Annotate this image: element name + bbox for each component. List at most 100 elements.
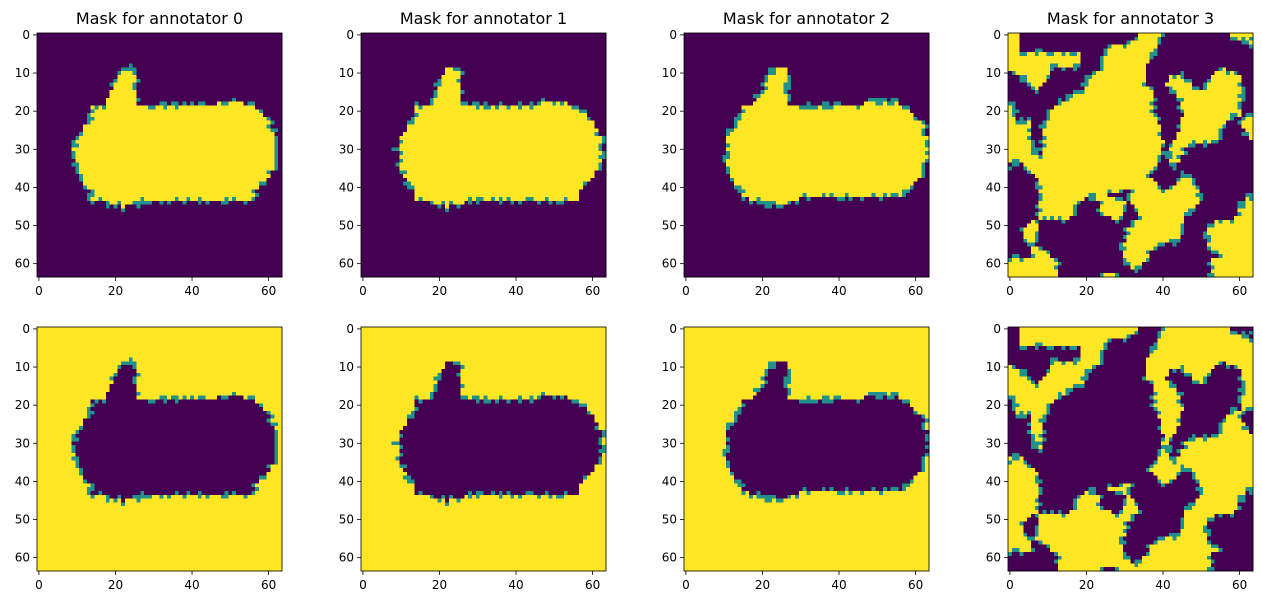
x-tick-label: 20 (755, 284, 770, 298)
y-tick-label: 50 (15, 219, 30, 233)
y-tick-label: 20 (339, 104, 354, 118)
y-tick-label: 20 (662, 398, 677, 412)
y-tick-label: 0 (993, 322, 1001, 336)
y-tick-label: 30 (339, 436, 354, 450)
y-tick-label: 30 (15, 436, 30, 450)
heatmap-panel-1: Mask for annotator 1 0 20 40 60 0 10 20 30 40 50 60 (339, 9, 607, 298)
y-tick-label: 50 (662, 219, 677, 233)
y-tick-label: 0 (993, 28, 1001, 42)
x-tick-label: 40 (508, 578, 523, 592)
y-tick-label: 40 (986, 180, 1001, 194)
x-tick-label: 40 (831, 578, 846, 592)
x-tick-label: 0 (359, 284, 367, 298)
y-tick-label: 0 (22, 28, 30, 42)
y-tick-label: 50 (662, 513, 677, 527)
y-tick-label: 50 (339, 219, 354, 233)
x-tick-label: 20 (432, 284, 447, 298)
x-tick-label: 0 (1006, 578, 1014, 592)
panel-title: Mask for annotator 1 (400, 9, 567, 28)
x-tick-label: 40 (184, 578, 199, 592)
x-tick-label: 40 (1155, 578, 1170, 592)
x-tick-label: 20 (108, 578, 123, 592)
y-tick-label: 0 (669, 322, 677, 336)
y-tick-label: 60 (986, 551, 1001, 565)
y-tick-label: 60 (662, 551, 677, 565)
y-tick-label: 50 (986, 513, 1001, 527)
y-tick-label: 10 (15, 66, 30, 80)
y-tick-label: 40 (339, 180, 354, 194)
heatmap-cells (361, 33, 606, 277)
y-tick-label: 0 (346, 28, 354, 42)
x-tick-label: 20 (1079, 284, 1094, 298)
x-tick-label: 0 (1006, 284, 1014, 298)
y-tick-label: 30 (662, 142, 677, 156)
x-tick-label: 0 (359, 578, 367, 592)
x-tick-label: 40 (1155, 284, 1170, 298)
y-tick-label: 60 (662, 257, 677, 271)
heatmap-cells (361, 327, 606, 571)
x-tick-label: 20 (108, 284, 123, 298)
y-tick-label: 30 (15, 142, 30, 156)
x-tick-label: 60 (1232, 578, 1247, 592)
y-tick-label: 50 (339, 513, 354, 527)
y-tick-label: 40 (662, 474, 677, 488)
y-tick-label: 10 (986, 360, 1001, 374)
x-tick-label: 60 (585, 578, 600, 592)
y-tick-label: 20 (986, 398, 1001, 412)
x-tick-label: 60 (261, 578, 276, 592)
heatmap-cells (37, 33, 282, 277)
panel-title: Mask for annotator 2 (723, 9, 890, 28)
y-tick-label: 30 (339, 142, 354, 156)
y-tick-label: 20 (986, 104, 1001, 118)
panel-title: Mask for annotator 0 (76, 9, 243, 28)
y-tick-label: 60 (15, 257, 30, 271)
x-tick-label: 40 (184, 284, 199, 298)
x-tick-label: 20 (432, 578, 447, 592)
x-tick-label: 0 (35, 284, 43, 298)
x-tick-label: 0 (682, 284, 690, 298)
x-tick-label: 60 (585, 284, 600, 298)
y-tick-label: 0 (22, 322, 30, 336)
y-tick-label: 40 (986, 474, 1001, 488)
x-tick-label: 20 (755, 578, 770, 592)
x-tick-label: 40 (508, 284, 523, 298)
heatmap-cells (1008, 33, 1253, 277)
x-tick-label: 60 (1232, 284, 1247, 298)
y-tick-label: 30 (986, 142, 1001, 156)
y-tick-label: 0 (346, 322, 354, 336)
y-tick-label: 40 (15, 180, 30, 194)
heatmap-panel-0: Mask for annotator 0 0 20 40 60 0 10 20 30 40 50 60 (15, 9, 283, 298)
x-tick-label: 0 (35, 578, 43, 592)
x-tick-label: 0 (682, 578, 690, 592)
y-tick-label: 10 (662, 360, 677, 374)
y-tick-label: 60 (15, 551, 30, 565)
x-tick-label: 60 (261, 284, 276, 298)
heatmap-cells (684, 33, 929, 277)
y-tick-label: 40 (662, 180, 677, 194)
y-tick-label: 30 (986, 436, 1001, 450)
x-tick-label: 60 (908, 578, 923, 592)
y-tick-label: 10 (339, 360, 354, 374)
heatmap-panel-7: 0 20 40 60 0 10 20 30 40 50 60 (986, 322, 1254, 592)
y-tick-label: 50 (15, 513, 30, 527)
y-tick-label: 10 (339, 66, 354, 80)
y-tick-label: 20 (662, 104, 677, 118)
panel-title: Mask for annotator 3 (1047, 9, 1214, 28)
y-tick-label: 10 (986, 66, 1001, 80)
x-tick-label: 20 (1079, 578, 1094, 592)
y-tick-label: 40 (339, 474, 354, 488)
y-tick-label: 20 (15, 398, 30, 412)
x-tick-label: 40 (831, 284, 846, 298)
heatmap-cells (684, 327, 929, 571)
heatmap-cells (37, 327, 282, 571)
y-tick-label: 40 (15, 474, 30, 488)
y-tick-label: 60 (339, 257, 354, 271)
y-tick-label: 20 (15, 104, 30, 118)
y-tick-label: 60 (339, 551, 354, 565)
